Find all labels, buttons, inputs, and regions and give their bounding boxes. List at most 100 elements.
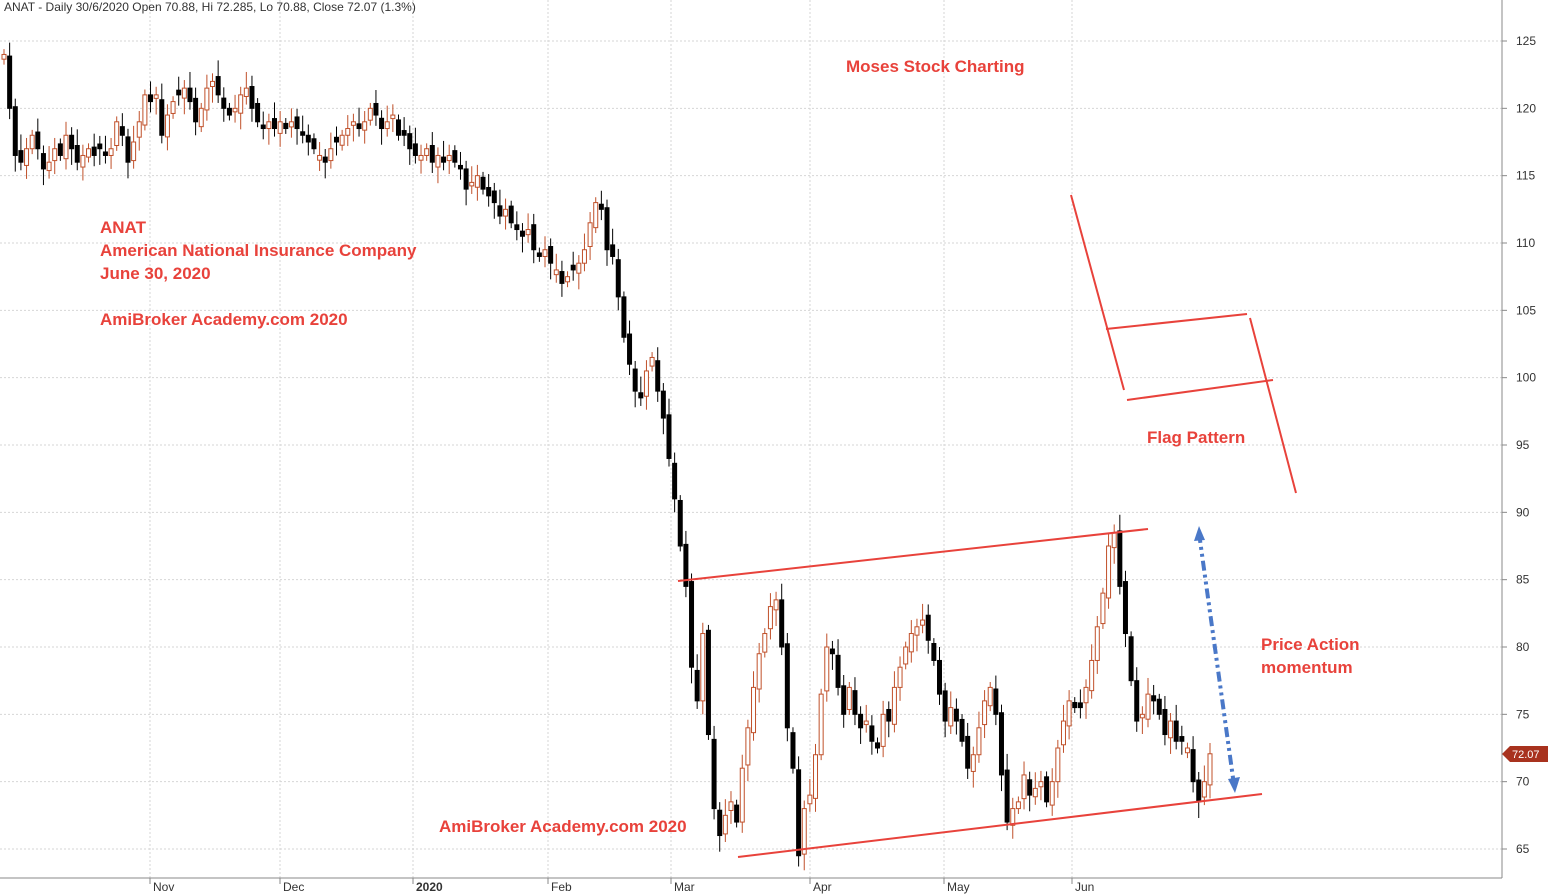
price-axis: 65 70 75 80 85 90 95 100 105 110 115 120 125 bbox=[0, 0, 1536, 879]
y-tick-label: 85 bbox=[1516, 573, 1530, 587]
x-tick-label: 2020 bbox=[416, 880, 443, 894]
candle-body bbox=[1162, 708, 1168, 736]
candle-body bbox=[108, 148, 114, 156]
candle-body bbox=[1173, 720, 1179, 742]
candle bbox=[1179, 725, 1185, 755]
candle bbox=[384, 105, 390, 137]
candle-body bbox=[514, 224, 520, 231]
candle bbox=[164, 104, 170, 151]
candle-body bbox=[1111, 532, 1117, 549]
candle-body bbox=[446, 154, 452, 162]
candle-body bbox=[407, 133, 413, 150]
candle-body bbox=[384, 121, 390, 130]
candle bbox=[784, 632, 790, 742]
candle bbox=[40, 145, 46, 186]
candle-body bbox=[835, 654, 841, 688]
candle-body bbox=[965, 735, 971, 769]
candle-body bbox=[1055, 747, 1061, 783]
candle bbox=[119, 113, 125, 147]
candle bbox=[390, 104, 396, 133]
candle bbox=[322, 149, 328, 179]
candle bbox=[1100, 587, 1106, 629]
candle-body bbox=[1015, 801, 1021, 810]
candle-body bbox=[1060, 720, 1066, 746]
candle-body bbox=[80, 154, 86, 168]
candle bbox=[1196, 771, 1202, 819]
candle bbox=[255, 98, 261, 128]
candle-body bbox=[638, 392, 644, 399]
candle bbox=[734, 799, 740, 828]
candle-body bbox=[598, 203, 604, 210]
candle-body bbox=[148, 94, 154, 103]
candle bbox=[170, 96, 176, 119]
candle bbox=[193, 87, 199, 136]
candle-body bbox=[942, 690, 948, 722]
candle-body bbox=[345, 128, 351, 136]
candle-body bbox=[1038, 781, 1044, 788]
candle-body bbox=[508, 205, 514, 224]
candle-body bbox=[987, 686, 993, 707]
candle-body bbox=[700, 633, 706, 702]
candle-body bbox=[1094, 626, 1100, 661]
candle bbox=[131, 125, 137, 169]
candle bbox=[266, 113, 272, 145]
candle-body bbox=[745, 727, 751, 766]
momentum-arrow-head-top bbox=[1194, 526, 1205, 541]
candle-body bbox=[1100, 592, 1106, 625]
candle bbox=[1, 49, 7, 65]
lower-channel-line bbox=[737, 793, 1263, 858]
x-tick-label: Mar bbox=[674, 880, 695, 894]
candle bbox=[74, 129, 80, 171]
candle bbox=[931, 638, 937, 666]
candle bbox=[1004, 753, 1010, 831]
candle-body bbox=[429, 145, 435, 163]
candle bbox=[1145, 677, 1151, 728]
candles bbox=[1, 42, 1213, 871]
flag-bottom-line bbox=[1126, 379, 1274, 401]
candle-body bbox=[519, 230, 525, 237]
candle-body bbox=[317, 154, 323, 161]
candle-body bbox=[953, 708, 959, 722]
candle-body bbox=[903, 646, 909, 665]
candle bbox=[35, 118, 41, 160]
candle bbox=[232, 94, 238, 123]
candle-body bbox=[131, 141, 137, 162]
candle-body bbox=[908, 633, 914, 653]
candle bbox=[1072, 697, 1078, 713]
candle-body bbox=[35, 131, 41, 150]
candle bbox=[1094, 616, 1100, 674]
candle bbox=[875, 737, 881, 754]
candle-body bbox=[875, 742, 881, 749]
candle-body bbox=[649, 356, 655, 367]
candle-body bbox=[491, 190, 497, 204]
x-tick-label: Feb bbox=[551, 880, 572, 894]
candle bbox=[852, 677, 858, 726]
candle bbox=[508, 200, 514, 229]
candle bbox=[457, 151, 463, 180]
candle bbox=[57, 138, 63, 161]
candle bbox=[1077, 689, 1083, 719]
candle-body bbox=[153, 94, 159, 99]
candle-body bbox=[170, 101, 176, 114]
candle-body bbox=[1004, 769, 1010, 823]
candle bbox=[745, 719, 751, 782]
candle bbox=[136, 111, 142, 151]
candle bbox=[260, 111, 266, 140]
candle-body bbox=[925, 614, 931, 641]
candle bbox=[18, 134, 24, 171]
candle-body bbox=[717, 809, 723, 837]
candle bbox=[717, 802, 723, 852]
candle-body bbox=[1049, 781, 1055, 806]
candle-body bbox=[260, 124, 266, 130]
candle bbox=[305, 124, 311, 156]
candle bbox=[514, 211, 520, 241]
candle bbox=[1038, 770, 1044, 801]
candle-body bbox=[294, 116, 300, 130]
candle-body bbox=[390, 114, 396, 120]
candle bbox=[1060, 704, 1066, 753]
candle bbox=[181, 80, 187, 115]
candle bbox=[1027, 771, 1033, 812]
candle-body bbox=[615, 259, 621, 298]
candle bbox=[328, 132, 334, 169]
candle bbox=[767, 593, 773, 640]
